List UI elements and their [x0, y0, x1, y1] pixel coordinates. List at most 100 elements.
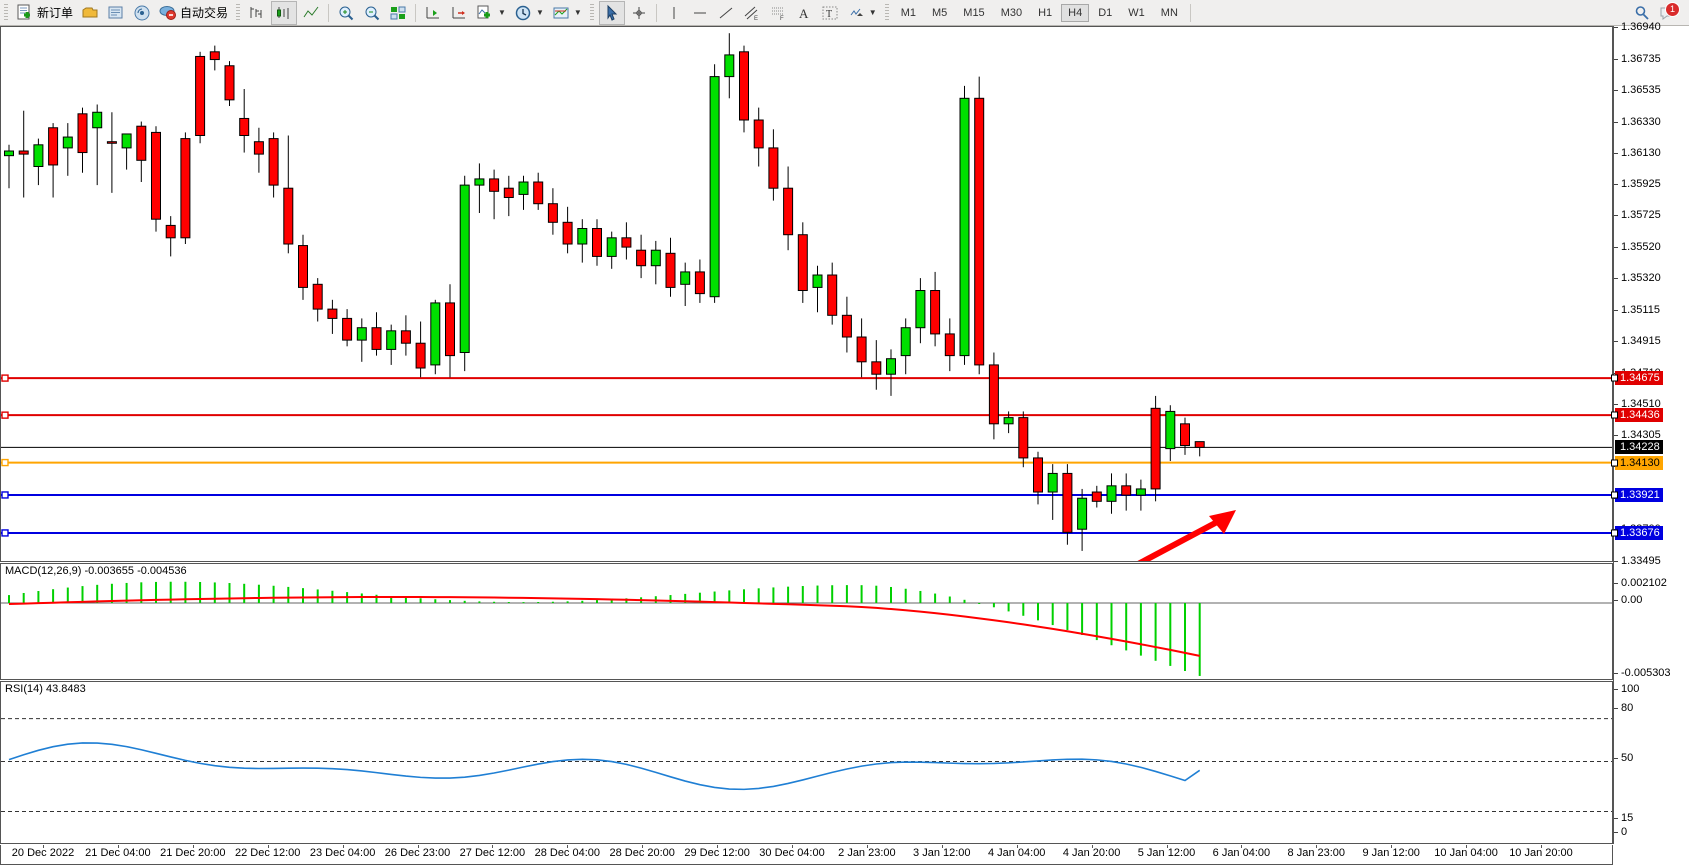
timeframe-h4[interactable]: H4 [1061, 3, 1090, 22]
time-tick [941, 845, 943, 848]
price-axis[interactable]: 1.36940 1.36735 1.36535 1.36330 1.36130 1.359… [1611, 21, 1689, 844]
timeframe-mn[interactable]: MN [1160, 6, 1178, 19]
timeframe-m15[interactable]: M15 [963, 6, 985, 19]
timeframe-d1[interactable]: D1 [1098, 6, 1113, 19]
arrows-button[interactable] [844, 2, 868, 24]
candle [18, 110, 29, 198]
macd-histogram-bar [375, 594, 378, 603]
level-drag-handle[interactable] [1611, 411, 1618, 419]
cursor-icon [607, 4, 618, 21]
time-tick-label: 10 Jan 20:00 [1509, 847, 1573, 859]
candle [518, 175, 529, 210]
level-drag-handle[interactable] [1611, 374, 1618, 382]
macd-histogram-bar [449, 600, 451, 603]
zoom-out-button[interactable] [360, 2, 384, 24]
chart-shift-button[interactable] [447, 2, 471, 24]
macd-histogram-bar [184, 581, 187, 603]
text-button[interactable]: A [792, 2, 816, 24]
indicators-chevron-down-icon[interactable]: ▼ [498, 8, 506, 17]
price-level-tag-support[interactable]: 1.33921 [1611, 487, 1663, 502]
price-chart-pane[interactable] [0, 26, 1613, 562]
candlestick-chart-button[interactable] [271, 0, 298, 25]
price-level-tag-resistance[interactable]: 1.34436 [1611, 408, 1663, 423]
toolbar-grip[interactable] [4, 3, 8, 22]
equidistant-channel-button[interactable]: E [740, 2, 764, 24]
price-level-tag-resistance[interactable]: 1.34675 [1611, 371, 1663, 386]
macd-histogram-bar [213, 582, 216, 603]
candle [665, 237, 676, 297]
price-level-tag-support[interactable]: 1.33676 [1611, 525, 1663, 540]
macd-histogram-bar [360, 593, 363, 603]
macd-chart [1, 581, 1612, 676]
candle [298, 234, 308, 300]
toolbar-grip-3[interactable] [589, 3, 594, 22]
text-label-button[interactable]: T [818, 2, 842, 24]
line-chart-button[interactable] [299, 2, 323, 24]
macd-histogram-bar [831, 585, 834, 603]
auto-scroll-button[interactable] [421, 2, 445, 24]
timeframe-m5[interactable]: M5 [932, 6, 948, 19]
level-anchor[interactable] [1, 491, 9, 499]
candle [636, 234, 647, 279]
rsi-indicator-pane[interactable]: RSI(14) 43.8483 [0, 681, 1613, 844]
indicators-button[interactable] [473, 2, 497, 24]
toolbar-grip-2[interactable] [236, 3, 241, 22]
candle [1033, 451, 1043, 505]
candle [753, 107, 764, 167]
level-anchor[interactable] [1, 411, 9, 419]
terminal-button[interactable] [104, 2, 128, 24]
level-drag-handle[interactable] [1611, 529, 1618, 537]
trendline-button[interactable] [714, 2, 738, 24]
templates-button[interactable] [549, 2, 573, 24]
timeframe-h1[interactable]: H1 [1038, 6, 1053, 19]
toolbar-grip-4[interactable] [884, 3, 889, 22]
timeframe-m30[interactable]: M30 [1000, 6, 1023, 19]
timeframe-m1[interactable]: M1 [900, 6, 916, 19]
price-tick-label: 1.34915 [1621, 334, 1661, 347]
level-anchor[interactable] [1, 458, 9, 467]
toolbar-separator-2 [415, 3, 417, 22]
timeframe-w1[interactable]: W1 [1128, 6, 1145, 19]
level-anchor[interactable] [1, 374, 9, 382]
zoom-in-button[interactable] [334, 2, 358, 24]
price-level-tag-pivot[interactable]: 1.34130 [1611, 455, 1663, 470]
price-tick-label: 1.36940 [1621, 21, 1661, 33]
macd-histogram-bar [948, 596, 951, 603]
horizontal-line-button[interactable] [688, 2, 712, 24]
horizontal-line-icon [693, 12, 706, 13]
periods-button[interactable] [511, 2, 535, 24]
candle [812, 265, 823, 313]
macd-histogram-bar [1066, 603, 1069, 630]
crosshair-button[interactable] [627, 2, 651, 24]
level-drag-handle[interactable] [1611, 459, 1618, 467]
notifications-button[interactable]: 1 [1656, 1, 1682, 24]
candle [1180, 417, 1190, 455]
search-button[interactable] [1630, 2, 1654, 24]
time-tick-label: 28 Dec 04:00 [534, 847, 601, 859]
candle [474, 163, 485, 214]
rsi-tick-label: 15 [1621, 812, 1634, 824]
price-level-tag-current-price[interactable]: 1.34228 [1615, 440, 1663, 455]
level-anchor[interactable] [1, 529, 9, 537]
rsi-tick [1614, 832, 1618, 833]
expert-advisors-button[interactable] [78, 2, 102, 24]
time-axis[interactable]: 20 Dec 2022 21 Dec 04:00 21 Dec 20:00 22 De… [0, 845, 1613, 865]
templates-chevron-down-icon[interactable]: ▼ [573, 8, 582, 17]
signal-icon [134, 5, 150, 20]
tile-windows-button[interactable] [386, 2, 410, 24]
candle [547, 188, 558, 235]
macd-indicator-pane[interactable]: MACD(12,26,9) -0.003655 -0.004536 [0, 563, 1613, 680]
level-drag-handle[interactable] [1611, 491, 1618, 499]
vertical-line-button[interactable] [662, 2, 686, 24]
macd-histogram-bar [978, 603, 981, 604]
data-window-button[interactable] [130, 2, 154, 24]
fibonacci-button[interactable]: F [766, 2, 790, 24]
candle [371, 312, 382, 356]
periods-chevron-down-icon[interactable]: ▼ [535, 8, 544, 17]
autotrading-button[interactable]: 自动交易 [156, 2, 231, 24]
new-order-button[interactable]: 新订单 [13, 2, 76, 24]
time-tick [567, 845, 569, 848]
arrows-chevron-down-icon[interactable]: ▼ [868, 8, 877, 17]
bar-chart-button[interactable] [245, 2, 269, 24]
cursor-button[interactable] [598, 0, 625, 25]
